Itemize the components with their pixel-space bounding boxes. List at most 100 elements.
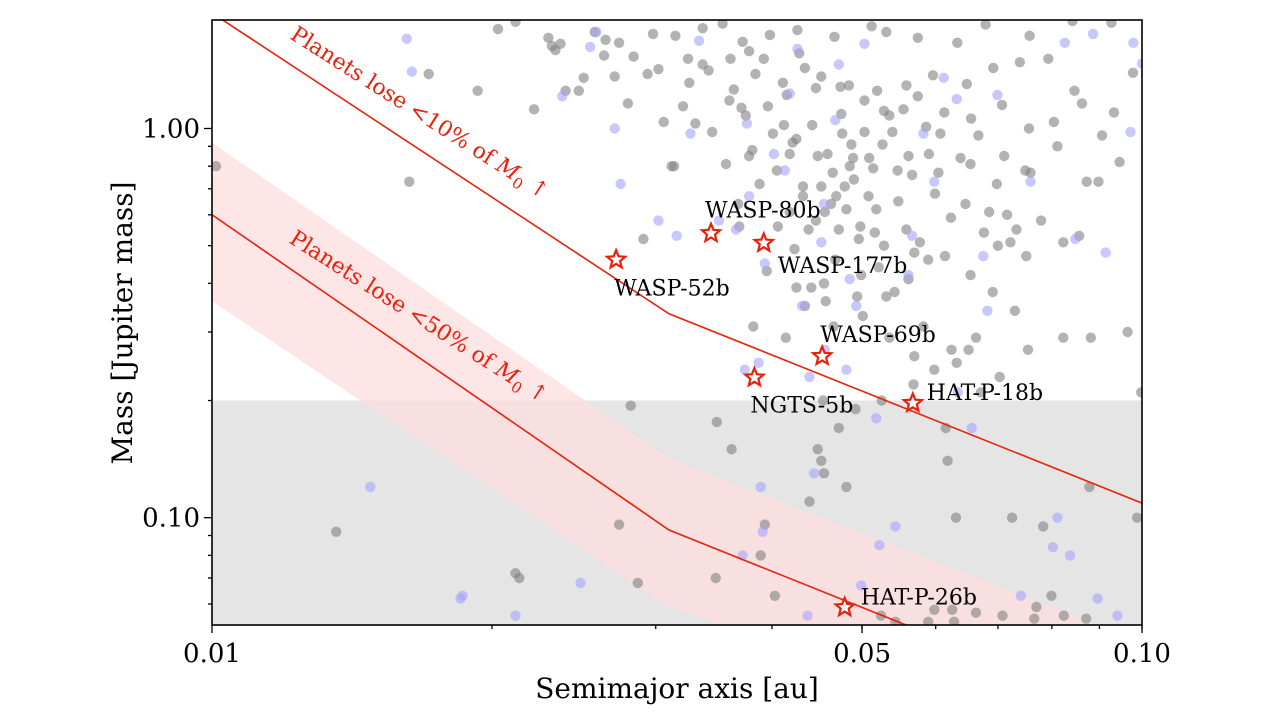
scatter-point [929, 176, 940, 187]
scatter-point [764, 29, 776, 41]
scatter-point [835, 81, 846, 93]
scatter-point [578, 72, 589, 84]
star-marker [901, 390, 925, 414]
scatter-point [1048, 116, 1060, 128]
scatter-point [871, 413, 882, 424]
scatter-point [668, 161, 680, 172]
scatter-point [851, 300, 862, 312]
scatter-point [903, 269, 914, 281]
mass-loss-lines [212, 20, 1142, 625]
scatter-point [772, 221, 784, 232]
scatter-point [791, 282, 802, 293]
scatter-point [929, 364, 940, 375]
scatter-point [779, 165, 790, 176]
scatter-point [947, 604, 958, 615]
scatter-point [810, 215, 822, 226]
scatter-point [847, 152, 859, 164]
scatter-point [684, 77, 695, 89]
scatter-point [864, 152, 875, 164]
scatter-point [1052, 512, 1063, 523]
scatter-point [1087, 28, 1099, 40]
scatter-point [710, 572, 721, 584]
scatter-point [767, 128, 779, 139]
scatter-point [1029, 613, 1040, 624]
scatter-point [1059, 37, 1071, 48]
planet-label: HAT-P-18b [927, 381, 1043, 406]
scatter-point [951, 93, 962, 105]
scatter-point [728, 84, 739, 95]
scatter-point [933, 167, 944, 178]
scatter-point [777, 77, 789, 89]
scatter-point [856, 580, 867, 591]
scatter-point [1125, 126, 1136, 138]
scatter-point [1131, 512, 1142, 523]
scatter-point [806, 282, 817, 293]
scatter-point [1011, 224, 1022, 235]
scatter-point [514, 572, 525, 584]
scatter-point [212, 161, 222, 172]
scatter-point [820, 296, 831, 307]
scatter-point [1064, 550, 1076, 561]
scatter-point [984, 206, 995, 218]
scatter-point [647, 28, 659, 40]
scatter-point [653, 215, 664, 226]
scatter-point [799, 62, 811, 74]
scatter-point [857, 310, 868, 322]
scatter-point [955, 152, 966, 164]
x-tick-label: 0.01 [183, 639, 241, 669]
scatter-point [997, 610, 1008, 621]
scatter-point [952, 387, 964, 398]
scatter-point [733, 198, 744, 210]
scatter-point [1085, 332, 1097, 343]
scatter-point [528, 104, 540, 115]
scatter-point [769, 590, 781, 601]
scatter-point [754, 178, 765, 190]
planet-label: HAT-P-26b [861, 585, 977, 610]
scatter-point [642, 68, 653, 80]
scatter-point [693, 35, 705, 46]
scatter-point [965, 158, 976, 170]
scatter-point [980, 20, 991, 30]
scatter-point [912, 32, 923, 43]
scatter-point [884, 332, 895, 343]
scatter-point [881, 26, 892, 38]
scatter-point [743, 191, 755, 202]
scatter-point [923, 148, 935, 160]
scatter-point [978, 250, 989, 262]
scatter-point [736, 102, 747, 114]
scatter-point [423, 68, 434, 80]
scatter-point [797, 191, 809, 202]
planet-label: WASP-52b [614, 277, 730, 302]
scatter-point [457, 590, 468, 601]
scatter-point [406, 66, 417, 77]
scatter-point [992, 240, 1004, 251]
scatter-point [945, 212, 957, 223]
scatter-point [1112, 610, 1123, 621]
scatter-point [707, 126, 718, 138]
scatter-point [804, 371, 815, 383]
scatter-point [863, 191, 874, 202]
scatter-point [628, 51, 639, 62]
scatter-point [901, 80, 912, 91]
scatter-point [1136, 58, 1142, 69]
scatter-point [859, 95, 870, 106]
scatter-point [808, 468, 820, 479]
scatter-point [996, 99, 1008, 111]
scatter-point [740, 110, 751, 121]
scatter-point [584, 41, 596, 53]
scatter-point [965, 269, 976, 281]
scatter-point [877, 139, 888, 150]
scatter-point [658, 116, 669, 128]
scatter-point [818, 468, 830, 479]
scatter-point [965, 113, 977, 124]
star-marker [699, 220, 723, 244]
scatter-point [1096, 130, 1108, 141]
scatter-point [1076, 98, 1088, 109]
scatter-point [778, 119, 790, 131]
scatter-point [810, 82, 822, 94]
scatter-point [970, 332, 982, 343]
scatter-point [833, 422, 844, 434]
scatter-point [789, 243, 800, 255]
scatter-point [833, 59, 844, 70]
scatter-point [816, 455, 827, 466]
